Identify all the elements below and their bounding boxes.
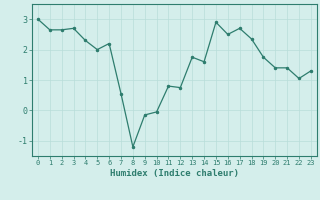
X-axis label: Humidex (Indice chaleur): Humidex (Indice chaleur) — [110, 169, 239, 178]
